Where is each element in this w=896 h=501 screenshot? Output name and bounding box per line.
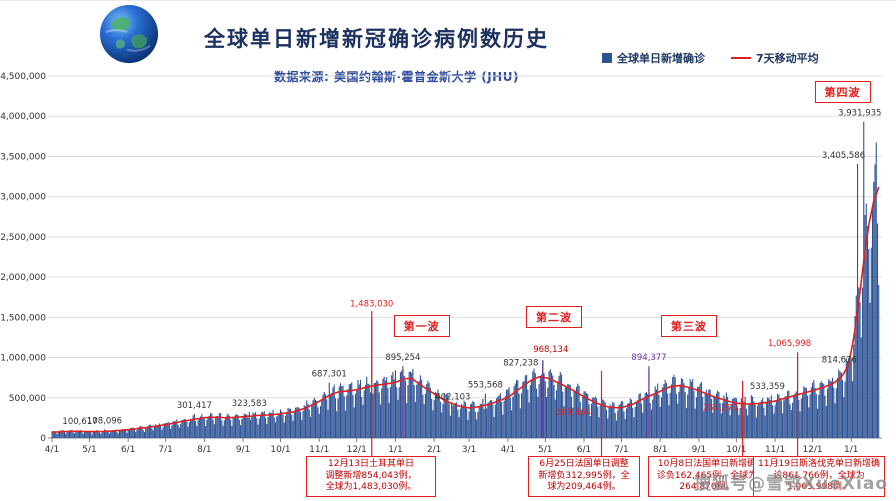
svg-text:3,931,935: 3,931,935 xyxy=(838,109,881,119)
svg-text:6/1: 6/1 xyxy=(577,445,591,455)
svg-text:3,500,000: 3,500,000 xyxy=(0,152,46,162)
svg-text:8/1: 8/1 xyxy=(653,445,667,455)
svg-text:5/1: 5/1 xyxy=(82,445,96,455)
svg-text:301,417: 301,417 xyxy=(177,401,212,411)
x-axis: 4/1 5/1 6/1 7/1 8/1 9/1 10/1 11/1 12/1 1/1 2/1 3/1 4… xyxy=(45,438,859,455)
svg-text:10/1: 10/1 xyxy=(270,445,290,455)
svg-text:3,000,000: 3,000,000 xyxy=(0,193,46,203)
svg-text:553,568: 553,568 xyxy=(468,381,503,391)
legend-label-avg: 7天移动平均 xyxy=(756,52,819,65)
daily-bars xyxy=(51,121,880,439)
svg-text:323,583: 323,583 xyxy=(232,399,267,409)
svg-text:4,000,000: 4,000,000 xyxy=(0,112,46,122)
svg-text:500,000: 500,000 xyxy=(9,394,46,404)
svg-text:108,096: 108,096 xyxy=(87,416,122,426)
svg-text:10/1: 10/1 xyxy=(726,445,746,455)
event-note: 11月19日斯洛伐克单日新增确 诊861,766例，全球为 1,065,998例。 xyxy=(753,456,885,498)
watermark: 搜狐号@雪鸮XueXiao xyxy=(694,474,888,494)
svg-text:9/1: 9/1 xyxy=(692,445,706,455)
svg-text:827,238: 827,238 xyxy=(503,359,538,369)
svg-text:402,103: 402,103 xyxy=(435,393,470,403)
svg-text:8/1: 8/1 xyxy=(197,445,211,455)
chart-title: 全球单日新增新冠确诊病例数历史 xyxy=(204,27,549,51)
svg-text:11/1: 11/1 xyxy=(309,445,329,455)
moving-average-line xyxy=(51,186,880,433)
legend-item-daily-bars: 全球单日新增确诊 xyxy=(602,50,705,66)
wave-badge: 第二波 xyxy=(526,306,583,328)
event-lines xyxy=(371,311,799,456)
svg-text:209,464: 209,464 xyxy=(556,408,591,418)
svg-text:894,377: 894,377 xyxy=(631,353,666,363)
svg-text:0: 0 xyxy=(40,434,46,444)
wave-badge: 第一波 xyxy=(393,315,450,337)
svg-text:687,301: 687,301 xyxy=(312,370,347,380)
event-note: 6月25日法国单日调整 新增负312,995例，全 球为209,464例。 xyxy=(528,456,640,498)
wave-badge: 第四波 xyxy=(814,81,871,103)
svg-text:4/1: 4/1 xyxy=(501,445,515,455)
svg-text:814,676: 814,676 xyxy=(822,356,857,366)
event-note: 12月13日土耳其单日 调整新增854,043例， 全球为1,483,030例。 xyxy=(306,456,436,498)
svg-text:7/1: 7/1 xyxy=(158,445,172,455)
svg-text:9/1: 9/1 xyxy=(236,445,250,455)
svg-text:533,359: 533,359 xyxy=(750,382,785,392)
svg-text:1,500,000: 1,500,000 xyxy=(0,313,46,323)
bar-swatch-icon xyxy=(602,53,612,63)
svg-text:4/1: 4/1 xyxy=(45,445,59,455)
svg-text:4,500,000: 4,500,000 xyxy=(0,72,46,82)
svg-text:2,000,000: 2,000,000 xyxy=(0,273,46,283)
svg-text:100,617: 100,617 xyxy=(62,417,97,427)
earth-icon xyxy=(99,4,159,64)
svg-text:3/1: 3/1 xyxy=(462,445,476,455)
svg-text:5/1: 5/1 xyxy=(538,445,552,455)
svg-text:3,405,586: 3,405,586 xyxy=(822,151,865,161)
event-note: 10月8日法国单日新增确 诊负162,465例，全球为 264,870例。 xyxy=(648,456,766,498)
svg-text:12/1: 12/1 xyxy=(347,445,367,455)
svg-text:2,500,000: 2,500,000 xyxy=(0,233,46,243)
svg-text:12/1: 12/1 xyxy=(802,445,822,455)
legend: 全球单日新增确诊 7天移动平均 xyxy=(602,50,819,66)
svg-text:1,065,998: 1,065,998 xyxy=(768,339,811,349)
svg-text:1,483,030: 1,483,030 xyxy=(350,300,393,310)
svg-text:2/1: 2/1 xyxy=(427,445,441,455)
svg-text:264,870: 264,870 xyxy=(703,404,738,414)
svg-text:11/1: 11/1 xyxy=(765,445,785,455)
wave-badge: 第三波 xyxy=(660,315,717,337)
svg-text:1/1: 1/1 xyxy=(844,445,858,455)
svg-text:7/1: 7/1 xyxy=(614,445,628,455)
legend-item-moving-avg: 7天移动平均 xyxy=(731,50,819,66)
svg-text:895,254: 895,254 xyxy=(385,353,420,363)
svg-text:1/1: 1/1 xyxy=(388,445,402,455)
svg-text:6/1: 6/1 xyxy=(121,445,135,455)
svg-text:1,000,000: 1,000,000 xyxy=(0,354,46,364)
data-source: 数据来源: 美国约翰斯·霍普金斯大学 (JHU) xyxy=(274,70,519,84)
legend-label-daily: 全球单日新增确诊 xyxy=(617,52,705,65)
svg-text:968,134: 968,134 xyxy=(533,345,568,355)
line-swatch-icon xyxy=(731,57,751,59)
